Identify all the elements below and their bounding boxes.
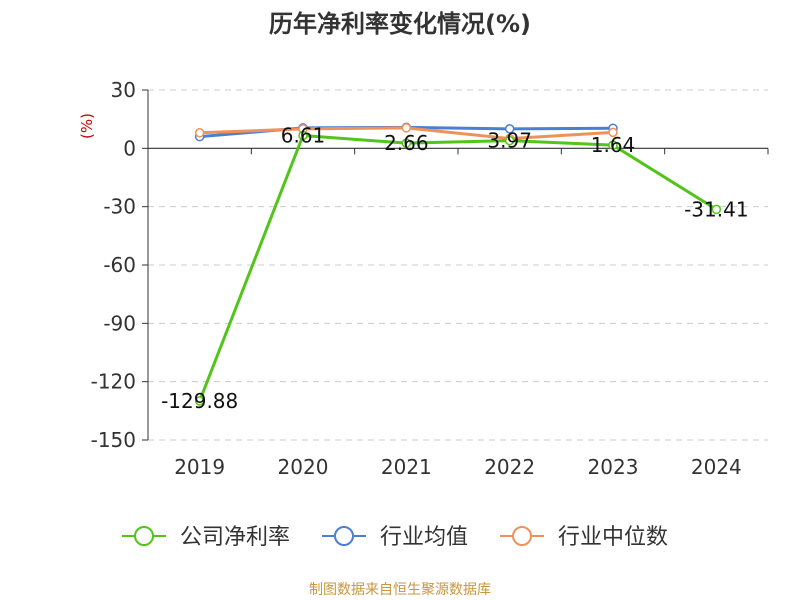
legend-label: 公司净利率: [180, 525, 290, 550]
y-tick-label: -120: [91, 370, 136, 394]
legend-marker: [334, 526, 354, 546]
data-label: 1.64: [591, 133, 636, 157]
data-point: [504, 124, 515, 134]
legend-item[interactable]: 公司净利率: [122, 525, 290, 550]
data-label: -31.41: [684, 197, 748, 221]
chart-title: 历年净利率变化情况(%): [269, 10, 531, 38]
x-tick-label: 2021: [381, 455, 432, 479]
data-point: [504, 135, 515, 146]
legend-label: 行业均值: [380, 525, 468, 550]
y-tick-label: -60: [103, 253, 136, 277]
data-point: [608, 140, 618, 150]
data-point: [298, 130, 308, 141]
series-line-0: [198, 133, 718, 402]
data-point: [194, 396, 205, 406]
data-label: -129.88: [161, 389, 238, 413]
data-label: 3.97: [487, 129, 532, 153]
data-point: [194, 128, 205, 138]
grid-lines: [148, 89, 768, 441]
data-label: 6.61: [281, 123, 326, 147]
series-lines: [194, 122, 722, 406]
y-tick-label: -150: [91, 428, 136, 452]
axes: 30 0 -30 -60 -90 -120 -150 2019 2020 2021 2022 2023…: [91, 78, 769, 479]
y-tick-label: 30: [111, 78, 136, 102]
data-point: [711, 204, 722, 215]
data-point: [401, 123, 412, 133]
x-tick-label: 2019: [174, 455, 225, 479]
legend-marker: [512, 526, 532, 546]
x-tick-label: 2020: [278, 455, 329, 479]
y-axis-unit: (%): [78, 113, 96, 139]
y-tick-label: 0: [123, 136, 136, 160]
data-label: 2.66: [384, 131, 429, 155]
legend[interactable]: 公司净利率 行业均值 行业中位数: [122, 525, 668, 550]
x-tick-label: 2023: [588, 455, 639, 479]
data-labels: -129.88 6.61 2.66 3.97 1.64 -31.41: [161, 123, 749, 412]
data-point: [608, 127, 618, 138]
legend-item[interactable]: 行业均值: [322, 525, 468, 550]
legend-label: 行业中位数: [558, 525, 668, 550]
x-tick-label: 2022: [484, 455, 535, 479]
source-note: 制图数据来自恒生聚源数据库: [309, 582, 491, 598]
legend-marker: [134, 526, 154, 546]
legend-item[interactable]: 行业中位数: [500, 525, 668, 550]
y-tick-label: -30: [103, 195, 136, 219]
data-point: [401, 138, 412, 148]
y-tick-label: -90: [103, 311, 136, 335]
x-tick-label: 2024: [691, 455, 742, 479]
